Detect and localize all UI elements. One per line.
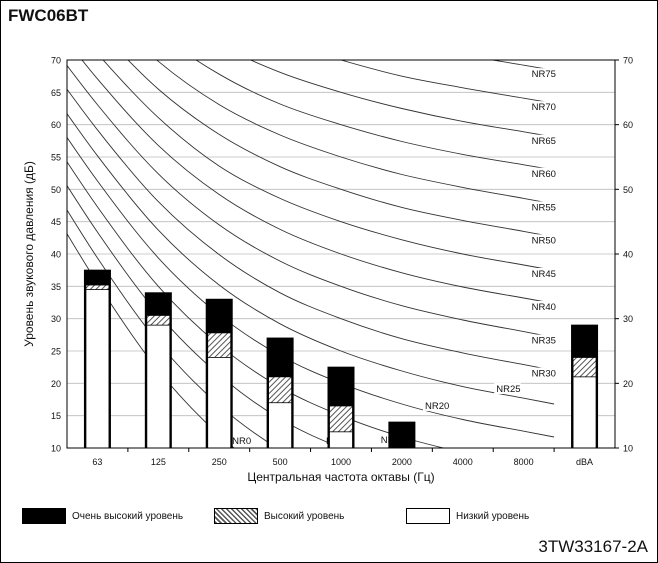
legend-label-very-high: Очень высокий уровень: [72, 510, 184, 522]
nr-label-bg: [529, 68, 557, 80]
y-tick-left: 20: [51, 379, 61, 389]
nr-label-bg: [494, 382, 521, 394]
nr-label-nr0: NR0: [232, 436, 251, 447]
nr-label-nr35: NR35: [532, 336, 556, 347]
nr-label-bg: [529, 367, 557, 379]
y-tick-right: 40: [623, 250, 633, 260]
nr-curve-nr60: [195, 60, 555, 171]
nr-label-nr55: NR55: [532, 202, 556, 213]
nr-curve-nr20: [67, 136, 555, 438]
nr-curve-nr15: [67, 161, 446, 448]
y-tick-right: 50: [623, 185, 633, 195]
y-tick-left: 70: [51, 56, 61, 66]
legend-item-low: Низкий уровень: [406, 508, 529, 524]
y-tick-left: 35: [51, 282, 61, 292]
x-tick-label: 4000: [453, 457, 473, 467]
y-tick-left: 30: [51, 314, 61, 324]
y-tick-left: 60: [51, 120, 61, 130]
y-tick-right: 10: [623, 444, 633, 454]
nr-label-bg: [529, 300, 557, 312]
nr-curves: [67, 60, 555, 448]
y-tick-left: 55: [51, 153, 61, 163]
bar-low-dBA: [572, 376, 597, 449]
legend-label-high: Высокий уровень: [264, 510, 345, 522]
nr-curve-nr45: [102, 60, 555, 271]
bar-low-1000: [329, 431, 353, 449]
legend: Очень высокий уровень Высокий уровень Ни…: [0, 508, 658, 528]
y-tick-left: 10: [51, 444, 61, 454]
nr-label-nr25: NR25: [496, 384, 520, 395]
nr-label-bg: [529, 267, 557, 279]
nr-curve-nr55: [156, 60, 555, 205]
nr-curve-nr35: [67, 64, 555, 338]
y-tick-left: 50: [51, 185, 61, 195]
y-tick-left: 65: [51, 88, 61, 98]
nr-label-nr45: NR45: [532, 269, 556, 280]
y-tick-right: 60: [623, 120, 633, 130]
noise-chart: NR0NR5NR10NR15NR20NR25NR30NR35NR40NR45NR…: [22, 56, 633, 485]
x-tick-label: 250: [212, 457, 227, 467]
x-tick-label: 1000: [331, 457, 351, 467]
nr-curve-nr5: [67, 209, 278, 448]
y-tick-left: 25: [51, 347, 61, 357]
nr-label-bg: [529, 101, 557, 113]
x-axis-label: Центральная частота октавы (Гц): [247, 470, 434, 484]
nr-label-bg: [529, 234, 557, 246]
nr-curve-nr50: [127, 60, 555, 238]
nr-label-bg: [423, 399, 450, 411]
legend-label-low: Низкий уровень: [456, 510, 530, 522]
legend-swatch-high: [214, 508, 258, 524]
legend-item-very-high: Очень высокий уровень: [22, 508, 183, 524]
x-tick-label: 500: [273, 457, 288, 467]
axes: 10 15 20 25 30 35 40 45 50 55 60 65 70 10 20 30 40 50 60 70…: [51, 56, 633, 468]
bar-low-500: [268, 402, 293, 449]
nr-curve-nr25: [67, 112, 555, 405]
nr-curve-nr40: [81, 60, 555, 304]
nr-curve-nr30: [67, 88, 555, 371]
nr-curve-nr0: [67, 232, 235, 448]
nr-label-bg: [529, 334, 557, 346]
y-tick-left: 15: [51, 411, 61, 421]
model-title: FWC06BT: [8, 6, 89, 25]
x-tick-label: 2000: [392, 457, 412, 467]
nr-label-bg: [529, 134, 557, 146]
nr-label-nr70: NR70: [532, 102, 556, 113]
bar-low-63: [85, 289, 110, 449]
nr-curve-nr65: [249, 60, 555, 138]
y-tick-left: 40: [51, 250, 61, 260]
y-tick-left: 45: [51, 217, 61, 227]
nr-label-bg: [529, 167, 557, 179]
legend-item-high: Высокий уровень: [214, 508, 344, 524]
nr-label-bg: [529, 201, 557, 213]
nr-label-nr20: NR20: [425, 401, 449, 412]
bars: [83, 269, 599, 449]
nr-label-nr75: NR75: [532, 69, 556, 80]
bar-low-250: [207, 357, 232, 449]
document-code: 3TW33167-2A: [538, 537, 648, 556]
nr-curve-nr70: [339, 60, 555, 104]
y-axis-label: Уровень звукового давления (дБ): [22, 161, 36, 347]
bar-low-125: [146, 324, 171, 449]
legend-swatch-low: [406, 508, 450, 524]
nr-label-nr30: NR30: [532, 369, 556, 380]
bar-very-high-2000: [388, 421, 416, 449]
x-tick-label: 125: [151, 457, 166, 467]
y-tick-right: 20: [623, 379, 633, 389]
x-tick-label: 8000: [514, 457, 534, 467]
nr-label-nr65: NR65: [532, 136, 556, 147]
legend-swatch-very-high: [22, 508, 66, 524]
nr-label-nr60: NR60: [532, 169, 556, 180]
nr-label-nr50: NR50: [532, 235, 556, 246]
nr-label-nr40: NR40: [532, 302, 556, 313]
x-tick-label: dBA: [576, 457, 593, 467]
y-tick-right: 30: [623, 314, 633, 324]
x-tick-label: 63: [92, 457, 102, 467]
y-tick-right: 70: [623, 56, 633, 66]
